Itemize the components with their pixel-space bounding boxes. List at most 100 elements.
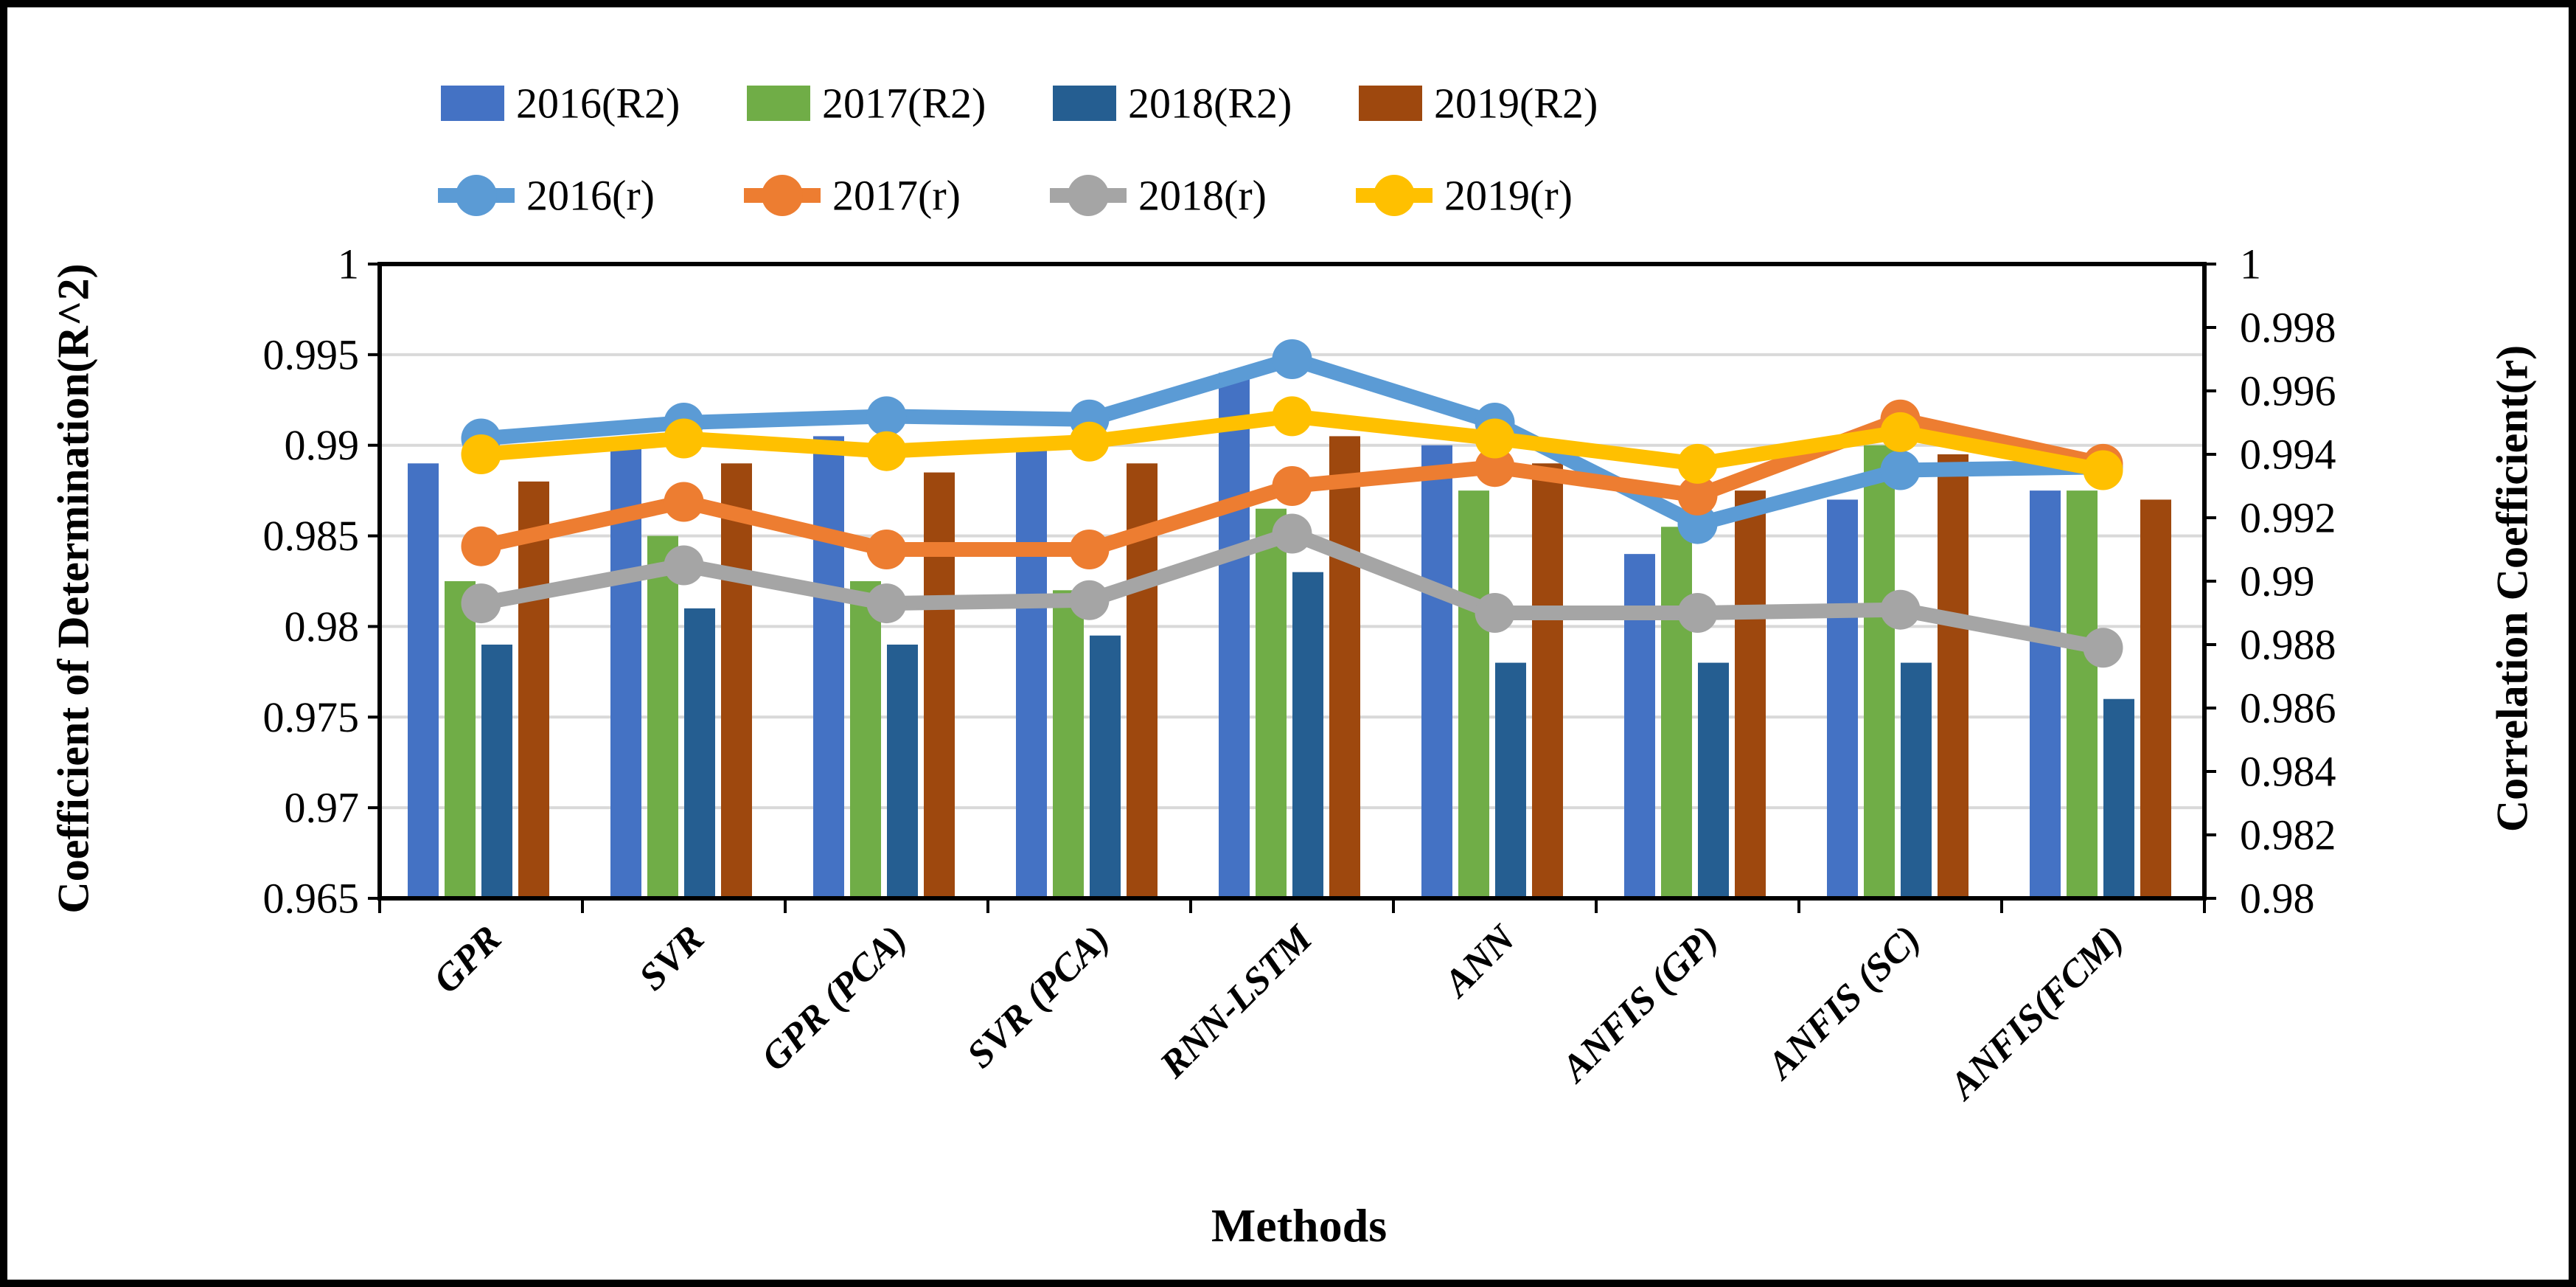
bar-2018(R2)-ANFIS (SC) bbox=[1901, 662, 1932, 898]
marker-2017(r)-SVR bbox=[664, 482, 704, 522]
left-tick-label: 0.97 bbox=[285, 784, 360, 832]
marker-2019(r)-ANFIS (SC) bbox=[1880, 412, 1921, 452]
category-label-ANN: ANN bbox=[1435, 916, 1525, 1006]
bar-2017(R2)-ANFIS (SC) bbox=[1864, 445, 1895, 898]
bar-2016(R2)-ANFIS (SC) bbox=[1827, 499, 1858, 898]
legend-label-2016(R2): 2016(R2) bbox=[516, 80, 680, 128]
marker-2017(r)-SVR (PCA) bbox=[1069, 530, 1110, 569]
left-tick-label: 0.975 bbox=[263, 693, 360, 741]
marker-2019(r)-GPR (PCA) bbox=[866, 431, 907, 471]
legend-marker-2016(r) bbox=[456, 175, 497, 216]
marker-2019(r)-SVR bbox=[664, 418, 704, 459]
right-tick-label: 0.982 bbox=[2240, 811, 2336, 859]
right-tick-label: 0.984 bbox=[2240, 748, 2336, 796]
marker-2017(r)-GPR (PCA) bbox=[866, 530, 907, 569]
bar-2017(R2)-GPR bbox=[445, 581, 476, 898]
legend-label-2016(r): 2016(r) bbox=[526, 172, 655, 220]
legend-swatch-2018(R2) bbox=[1053, 86, 1116, 121]
category-label-ANFIS(FCM): ANFIS(FCM) bbox=[1940, 917, 2131, 1109]
left-tick-label: 0.965 bbox=[263, 875, 360, 923]
legend-marker-2017(r) bbox=[762, 175, 803, 216]
marker-2018(r)-ANFIS (SC) bbox=[1880, 589, 1921, 630]
bar-2018(R2)-SVR bbox=[684, 608, 715, 898]
category-label-ANFIS (GP): ANFIS (GP) bbox=[1552, 917, 1725, 1091]
marker-2016(r)-GPR (PCA) bbox=[866, 396, 907, 437]
legend-label-2017(R2): 2017(R2) bbox=[822, 80, 986, 128]
bar-2018(R2)-GPR (PCA) bbox=[887, 645, 918, 898]
marker-2019(r)-ANFIS (GP) bbox=[1677, 443, 1718, 484]
legend-label-2017(r): 2017(r) bbox=[832, 172, 961, 220]
bar-2018(R2)-RNN-LSTM bbox=[1292, 572, 1323, 898]
left-axis-title: Coefficient of Determination(R^2) bbox=[49, 263, 98, 914]
marker-2018(r)-SVR bbox=[664, 545, 704, 586]
bar-2016(R2)-SVR (PCA) bbox=[1016, 445, 1047, 898]
marker-2018(r)-GPR (PCA) bbox=[866, 583, 907, 624]
bar-2019(R2)-ANFIS(FCM) bbox=[2140, 499, 2171, 898]
bar-2017(R2)-ANFIS (GP) bbox=[1661, 527, 1692, 898]
plot-border bbox=[377, 262, 2207, 901]
category-label-GPR: GPR bbox=[425, 917, 509, 1002]
right-tick-label: 0.996 bbox=[2240, 367, 2336, 415]
legend-label-2018(R2): 2018(R2) bbox=[1128, 80, 1292, 128]
category-label-SVR: SVR bbox=[631, 917, 712, 999]
category-label-RNN-LSTM: RNN-LSTM bbox=[1152, 917, 1321, 1086]
marker-2016(r)-ANFIS (GP) bbox=[1677, 504, 1718, 544]
marker-2016(r)-RNN-LSTM bbox=[1272, 339, 1312, 379]
bar-2016(R2)-ANFIS(FCM) bbox=[2030, 490, 2061, 898]
marker-2018(r)-ANFIS(FCM) bbox=[2083, 628, 2123, 668]
marker-2017(r)-ANN bbox=[1475, 447, 1515, 488]
legend-marker-2018(r) bbox=[1068, 175, 1109, 216]
marker-2019(r)-RNN-LSTM bbox=[1272, 396, 1312, 437]
legend-swatch-2019(R2) bbox=[1359, 86, 1422, 121]
bar-2019(R2)-ANFIS (GP) bbox=[1735, 490, 1766, 898]
right-tick-label: 0.994 bbox=[2240, 431, 2336, 479]
right-tick-label: 0.998 bbox=[2240, 304, 2336, 352]
right-tick-label: 0.988 bbox=[2240, 621, 2336, 669]
bar-2016(R2)-RNN-LSTM bbox=[1219, 372, 1250, 898]
left-tick-label: 0.985 bbox=[263, 512, 360, 560]
category-label-GPR (PCA): GPR (PCA) bbox=[753, 917, 915, 1079]
marker-2019(r)-ANN bbox=[1475, 418, 1515, 459]
marker-2018(r)-ANN bbox=[1475, 593, 1515, 633]
right-tick-label: 0.99 bbox=[2240, 558, 2315, 606]
right-tick-label: 0.98 bbox=[2240, 875, 2315, 923]
bar-2017(R2)-GPR (PCA) bbox=[850, 581, 881, 898]
marker-2019(r)-GPR bbox=[461, 434, 501, 474]
category-label-ANFIS (SC): ANFIS (SC) bbox=[1758, 917, 1929, 1088]
legend-label-2019(R2): 2019(R2) bbox=[1434, 80, 1598, 128]
category-label-SVR (PCA): SVR (PCA) bbox=[959, 917, 1118, 1076]
bar-2019(R2)-GPR bbox=[518, 481, 549, 898]
bar-2018(R2)-ANFIS (GP) bbox=[1698, 662, 1729, 898]
bar-2016(R2)-ANN bbox=[1421, 445, 1452, 898]
bar-2018(R2)-GPR bbox=[481, 645, 512, 898]
legend-label-2018(r): 2018(r) bbox=[1138, 172, 1267, 220]
right-tick-label: 0.986 bbox=[2240, 684, 2336, 732]
bar-2018(R2)-ANFIS(FCM) bbox=[2103, 698, 2134, 898]
right-tick-label: 0.992 bbox=[2240, 494, 2336, 542]
bar-2019(R2)-GPR (PCA) bbox=[924, 472, 955, 898]
bar-2016(R2)-GPR (PCA) bbox=[813, 436, 844, 898]
combo-chart-canvas: 1 0.995 0.99 0.985 0.98 0.975 0.97 0.965 1 0.998 0… bbox=[263, 80, 2336, 1109]
left-tick-label: 1 bbox=[338, 240, 359, 288]
bar-2017(R2)-RNN-LSTM bbox=[1256, 508, 1287, 898]
marker-2016(r)-ANFIS (SC) bbox=[1880, 450, 1921, 490]
right-axis-title: Correlation Coefficient(r) bbox=[2488, 344, 2537, 833]
marker-2017(r)-ANFIS (GP) bbox=[1677, 475, 1718, 516]
marker-2017(r)-GPR bbox=[461, 526, 501, 566]
bar-2017(R2)-ANN bbox=[1458, 490, 1489, 898]
bar-2018(R2)-SVR (PCA) bbox=[1090, 635, 1121, 898]
bar-2019(R2)-SVR bbox=[721, 463, 752, 898]
left-tick-label: 0.995 bbox=[263, 330, 360, 378]
marker-2019(r)-SVR (PCA) bbox=[1069, 421, 1110, 462]
bar-2017(R2)-SVR bbox=[647, 535, 678, 898]
legend-swatch-2017(R2) bbox=[747, 86, 810, 121]
marker-2018(r)-ANFIS (GP) bbox=[1677, 593, 1718, 633]
bar-2016(R2)-GPR bbox=[408, 463, 439, 898]
left-tick-label: 0.98 bbox=[285, 603, 360, 651]
x-axis-title: Methods bbox=[1211, 1199, 1388, 1252]
marker-2018(r)-RNN-LSTM bbox=[1272, 513, 1312, 554]
right-tick-label: 1 bbox=[2240, 240, 2261, 288]
bar-2019(R2)-RNN-LSTM bbox=[1329, 436, 1360, 898]
bar-2017(R2)-ANFIS(FCM) bbox=[2067, 490, 2098, 898]
